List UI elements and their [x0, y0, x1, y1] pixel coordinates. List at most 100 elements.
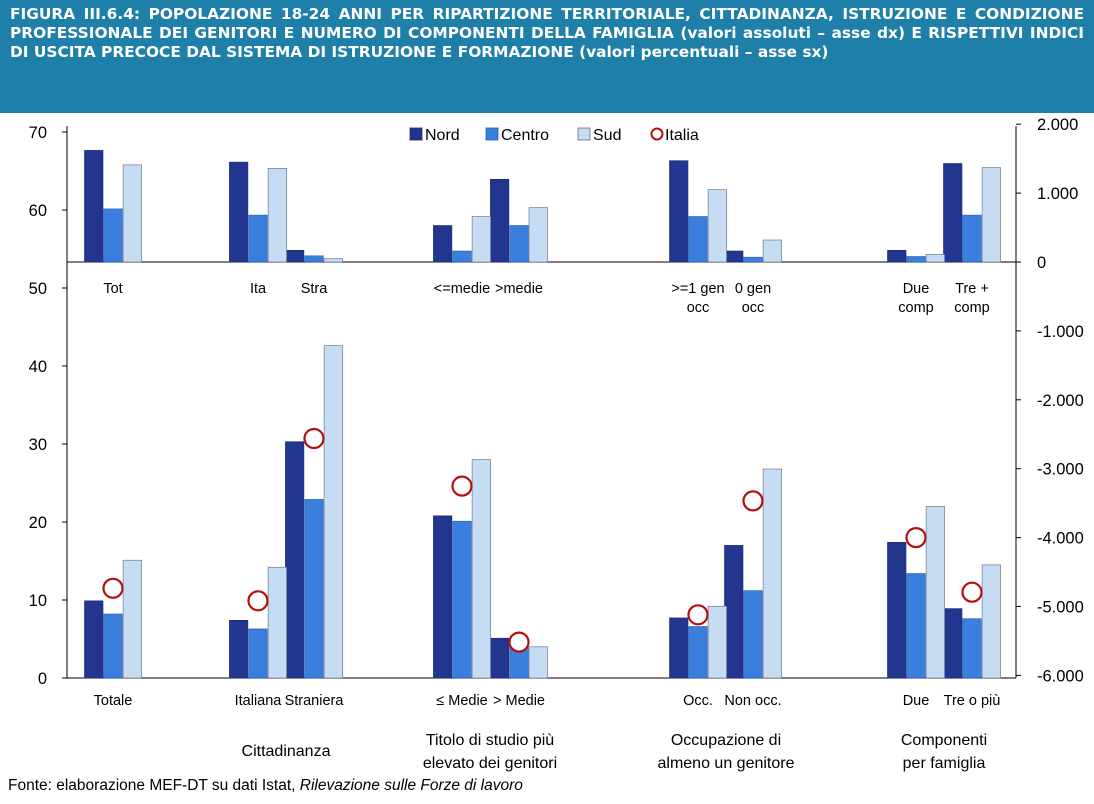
rate-marker-italia — [102, 577, 124, 599]
source-prefix: Fonte: elaborazione MEF-DT su dati Istat… — [8, 777, 300, 794]
right-tick-label: -2.000 — [1037, 392, 1084, 410]
population-bar-sud — [267, 168, 287, 263]
right-tick-label: -1.000 — [1037, 323, 1084, 341]
rate-marker-italia — [247, 590, 269, 612]
legend-marker-italia — [650, 127, 664, 141]
source-note: Fonte: elaborazione MEF-DT su dati Istat… — [8, 777, 523, 795]
left-tick-label: 0 — [38, 670, 47, 688]
left-tick-label: 40 — [29, 358, 47, 376]
left-tick-label: 20 — [29, 514, 47, 532]
left-tick-label: 70 — [29, 124, 47, 142]
population-bar-sud — [122, 164, 142, 263]
population-bar-centro — [103, 208, 123, 263]
population-bar-nord — [285, 250, 305, 263]
rate-bar-sud — [925, 506, 945, 679]
bottom-category-label: Due — [903, 693, 930, 709]
group-label: Cittadinanza — [242, 743, 331, 760]
right-tick-label: 2.000 — [1037, 116, 1078, 134]
right-tick-label: -5.000 — [1037, 599, 1084, 617]
population-bar-nord — [229, 161, 249, 263]
category-labels: Tot Ita Stra <=medie >medie >=1 gen occ 0 gen oc… — [94, 281, 1001, 772]
rate-bar-nord — [84, 600, 104, 679]
rate-bar-centro — [452, 520, 472, 679]
top-category-label: Stra — [301, 281, 329, 297]
left-tick-label: 10 — [29, 592, 47, 610]
legend-swatch-nord — [409, 127, 423, 141]
population-bar-centro — [452, 250, 472, 263]
population-bar-sud — [707, 189, 727, 263]
rate-marker-italia — [451, 475, 473, 497]
population-bar-sud — [981, 167, 1001, 263]
rate-bar-centro — [743, 590, 763, 679]
legend-swatch-centro — [485, 127, 499, 141]
rate-bar-nord — [285, 441, 305, 679]
legend-label-sud: Sud — [593, 127, 621, 144]
right-tick-label: 0 — [1037, 254, 1046, 272]
legend-label-nord: Nord — [425, 127, 460, 144]
bottom-category-label: Non occ. — [724, 693, 781, 709]
group-label: Componenti per famiglia — [901, 732, 987, 772]
right-tick-label: -3.000 — [1037, 461, 1084, 479]
bottom-category-label: Tre o più — [944, 693, 1001, 709]
rate-marker-italia — [303, 427, 325, 450]
right-tick-label: -6.000 — [1037, 667, 1084, 685]
rate-bar-sud — [707, 605, 727, 679]
right-tick-label: -4.000 — [1037, 530, 1084, 548]
population-bar-sud — [528, 207, 548, 263]
population-bar-centro — [688, 216, 708, 263]
rate-marker-italia — [742, 490, 764, 512]
rate-bar-sud — [528, 646, 548, 679]
population-bar-nord — [84, 150, 104, 263]
rate-bar-centro — [103, 613, 123, 679]
legend-label-italia: Italia — [665, 127, 699, 144]
population-bar-centro — [906, 256, 926, 263]
population-bar-centro — [509, 225, 529, 263]
rate-marker-italia — [687, 604, 709, 626]
legend-swatch-sud — [577, 127, 591, 141]
rate-bar-sud — [122, 559, 142, 679]
population-bar-sud — [925, 254, 945, 263]
legend-label-centro: Centro — [501, 127, 549, 144]
population-bar-sud — [471, 216, 491, 263]
right-tick-label: 1.000 — [1037, 185, 1078, 203]
bottom-category-label: Straniera — [285, 693, 345, 709]
population-bar-centro — [304, 255, 324, 263]
population-bar-centro — [248, 214, 268, 263]
group-label: Titolo di studio più elevato dei genitori — [423, 732, 557, 772]
top-category-label: Due comp — [898, 281, 933, 316]
chart-axes: 0 10 20 30 40 50 60 70 -6.000 -5.000 -4.000 -3.000 -… — [29, 116, 1084, 688]
rate-bar-centro — [304, 499, 324, 679]
bottom-category-label: Italiana — [235, 693, 283, 709]
top-category-label: 0 gen occ — [735, 281, 771, 316]
chart-legend: Nord Centro Sud Italia — [409, 127, 699, 144]
rate-panel — [84, 345, 1001, 679]
rate-bar-centro — [688, 626, 708, 679]
rate-bar-sud — [981, 564, 1001, 679]
rate-bar-nord — [433, 515, 453, 679]
rate-bar-nord — [943, 608, 963, 679]
rate-bar-centro — [962, 618, 982, 679]
group-label: Occupazione di almeno un genitore — [658, 732, 795, 772]
left-tick-label: 60 — [29, 202, 47, 220]
population-bar-sud — [762, 239, 782, 263]
top-category-label: >=1 gen occ — [671, 281, 724, 316]
rate-bar-nord — [490, 637, 510, 679]
rate-marker-italia — [508, 631, 530, 653]
rate-marker-italia — [905, 526, 927, 549]
bottom-category-label: Totale — [94, 693, 133, 709]
rate-bar-centro — [906, 573, 926, 679]
rate-bar-centro — [248, 628, 268, 679]
rate-bar-sud — [471, 459, 491, 679]
bottom-category-label: > Medie — [493, 693, 545, 709]
population-bar-nord — [887, 250, 907, 263]
rate-bar-nord — [229, 619, 249, 679]
top-category-label: Tre + comp — [954, 281, 989, 316]
rate-marker-italia — [961, 581, 983, 603]
bottom-category-label: ≤ Medie — [436, 693, 487, 709]
rate-bar-nord — [669, 617, 689, 679]
top-category-label: Tot — [103, 281, 122, 297]
rate-bar-nord — [887, 541, 907, 679]
population-bar-nord — [669, 160, 689, 263]
top-category-label: Ita — [250, 281, 267, 297]
